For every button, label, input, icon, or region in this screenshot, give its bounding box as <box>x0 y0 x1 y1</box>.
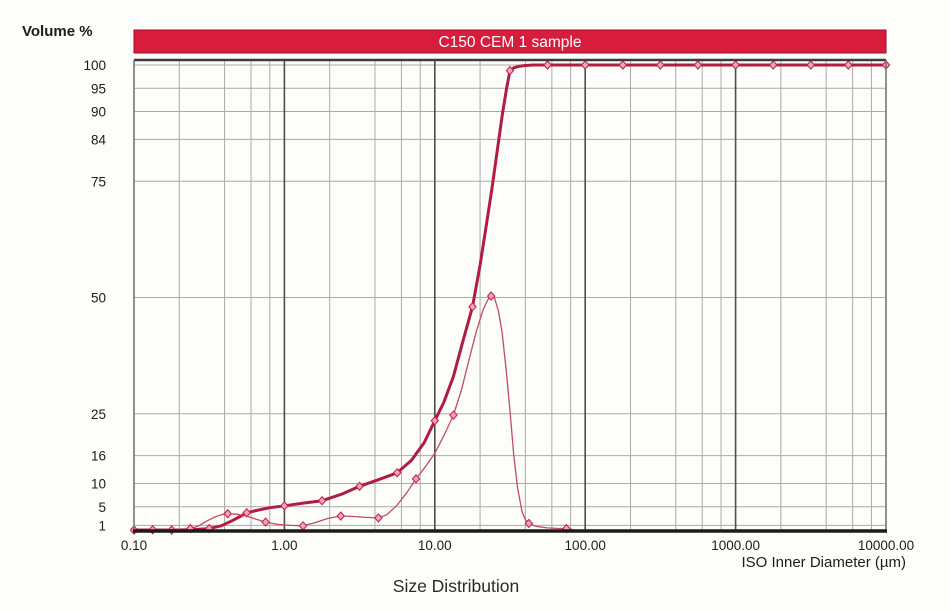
plot-frame <box>133 58 887 533</box>
cumulative-undersize-marker <box>656 60 665 70</box>
frequency-density-marker <box>223 508 233 519</box>
cumulative-undersize-marker <box>806 60 816 70</box>
y-tick-label: 50 <box>91 291 106 306</box>
x-tick-label: 10000.00 <box>858 538 914 553</box>
cumulative-undersize-marker <box>468 301 477 312</box>
x-tick-label: 1000.00 <box>711 538 760 553</box>
cumulative-undersize-marker <box>242 507 252 518</box>
y-tick-label: 90 <box>91 105 106 120</box>
y-tick-label: 25 <box>91 407 106 422</box>
cumulative-undersize-marker <box>731 60 740 70</box>
frequency-density-marker <box>374 513 383 523</box>
cumulative-undersize-marker <box>505 65 515 76</box>
cumulative-undersize-marker <box>618 60 628 70</box>
x-tick-label: 1.00 <box>271 538 297 553</box>
frequency-density-marker <box>261 517 270 527</box>
y-tick-label: 75 <box>91 174 106 189</box>
y-tick-label: 5 <box>98 500 106 515</box>
chart-title: C150 CEM 1 sample <box>438 34 581 51</box>
x-tick-label: 100.00 <box>565 538 606 553</box>
y-tick-label: 100 <box>83 58 106 73</box>
y-tick-label: 16 <box>91 449 106 464</box>
frequency-density-marker <box>524 518 534 529</box>
grid-lines <box>134 60 886 530</box>
x-axis-title: ISO Inner Diameter (µm) <box>741 554 906 571</box>
frequency-density-curve <box>133 295 574 531</box>
title-banner <box>133 29 887 54</box>
x-tick-label: 0.10 <box>121 538 147 553</box>
frequency-density-marker <box>449 410 458 420</box>
cumulative-undersize-marker <box>768 60 778 70</box>
cumulative-undersize-marker <box>430 415 440 426</box>
y-axis-title: Volume % <box>22 23 93 40</box>
chart-caption: Size Distribution <box>393 576 519 596</box>
frequency-density-marker <box>411 474 421 484</box>
axis-tick-labels: 1 5 10 16 25 50 75 84 90 95 100 0.10 1.00 10.00 100.00… <box>83 58 914 553</box>
y-tick-label: 84 <box>91 132 107 147</box>
frequency-density-marker <box>298 520 308 531</box>
cumulative-undersize-marker <box>355 481 364 492</box>
y-tick-label: 1 <box>98 518 106 533</box>
cumulative-undersize-marker <box>693 60 703 70</box>
cumulative-undersize-marker <box>317 495 327 506</box>
y-tick-label: 10 <box>91 477 106 492</box>
cumulative-undersize-marker <box>580 60 590 70</box>
cumulative-undersize-marker <box>280 500 289 511</box>
cumulative-undersize-marker <box>844 60 853 70</box>
cumulative-undersize-marker <box>543 60 552 70</box>
frequency-density-marker <box>336 511 346 521</box>
cumulative-undersize-marker <box>392 467 402 478</box>
x-tick-label: 10.00 <box>418 538 452 553</box>
data-curves <box>129 60 891 535</box>
frequency-density-marker <box>486 291 496 301</box>
y-tick-label: 95 <box>91 81 106 96</box>
